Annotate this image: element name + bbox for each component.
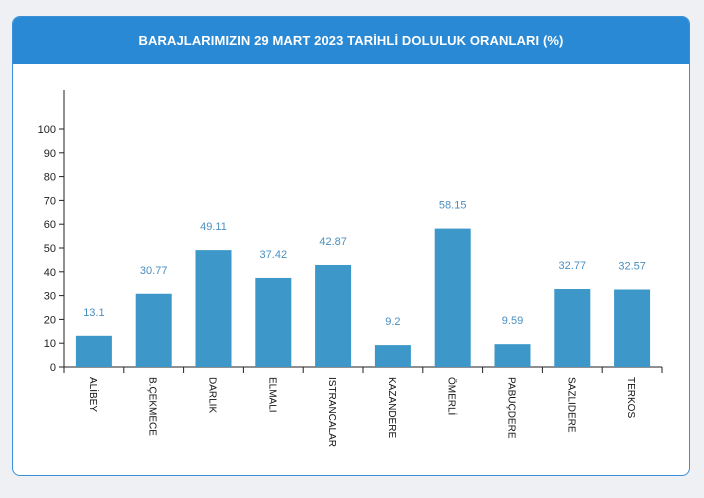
bar	[614, 289, 651, 367]
category-label: ALİBEY	[87, 377, 100, 412]
bar	[434, 228, 471, 367]
bar	[554, 289, 591, 367]
category-label: B.ÇEKMECE	[147, 377, 158, 436]
bar-value-label: 9.2	[385, 316, 400, 328]
chart-card: BARAJLARIMIZIN 29 MART 2023 TARİHLİ DOLU…	[12, 16, 690, 476]
y-tick-label: 30	[44, 291, 56, 303]
y-tick-label: 70	[44, 195, 56, 207]
category-label: TERKOS	[625, 377, 636, 418]
y-tick-label: 20	[44, 314, 56, 326]
bar	[135, 293, 172, 367]
bar	[374, 345, 411, 367]
bar-value-label: 32.57	[618, 260, 646, 272]
bar-value-label: 30.77	[140, 265, 168, 277]
y-tick-label: 0	[50, 362, 56, 374]
category-label: KAZANDERE	[386, 377, 397, 438]
bar	[195, 250, 232, 367]
chart-title: BARAJLARIMIZIN 29 MART 2023 TARİHLİ DOLU…	[13, 17, 689, 64]
bar-value-label: 42.87	[319, 236, 347, 248]
y-tick-label: 60	[44, 219, 56, 231]
bar-value-label: 13.1	[83, 307, 104, 319]
bar	[75, 335, 112, 367]
category-label: ELMALI	[266, 377, 277, 413]
y-tick-label: 100	[38, 124, 56, 136]
category-label: DARLIK	[207, 377, 218, 413]
y-tick-label: 80	[44, 172, 56, 184]
category-label: SAZLIDERE	[565, 377, 576, 433]
bar-value-label: 9.59	[502, 315, 523, 327]
bar-value-label: 32.77	[559, 260, 587, 272]
y-tick-label: 40	[44, 267, 56, 279]
bar	[315, 264, 352, 367]
bar	[255, 277, 292, 367]
y-tick-label: 50	[44, 243, 56, 255]
category-label: ISTRANCALAR	[326, 377, 337, 447]
category-label: PABUÇDERE	[506, 377, 517, 439]
category-label: ÖMERLİ	[446, 377, 459, 415]
y-tick-label: 90	[44, 148, 56, 160]
bar-value-label: 49.11	[200, 221, 227, 233]
bar	[494, 344, 531, 367]
bar-value-label: 58.15	[439, 200, 467, 212]
bar-value-label: 37.42	[260, 249, 288, 261]
y-tick-label: 10	[44, 338, 56, 350]
